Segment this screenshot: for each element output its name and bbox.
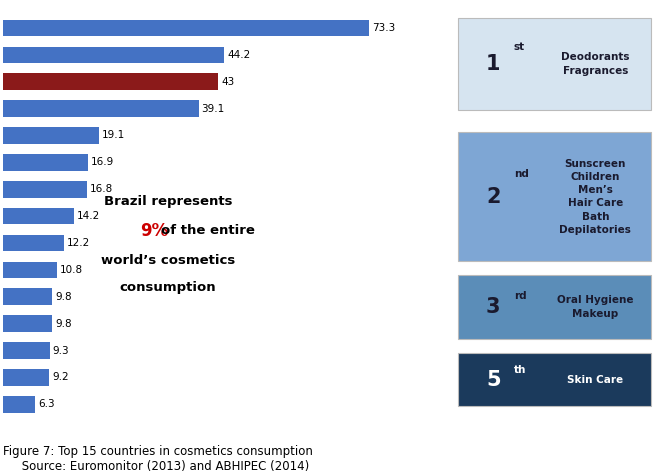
FancyBboxPatch shape [459,353,651,406]
Text: Sunscreen
Children
Men’s
Hair Care
Bath
Depilatories: Sunscreen Children Men’s Hair Care Bath … [560,159,632,235]
Text: Brazil represents: Brazil represents [104,195,232,208]
Text: 9.8: 9.8 [55,292,72,302]
Text: 5: 5 [486,370,500,390]
Bar [3,208,74,225]
Text: 1: 1 [486,54,500,74]
Bar [3,288,52,305]
Text: world’s cosmetics: world’s cosmetics [101,254,235,267]
Text: Figure 7: Top 15 countries in cosmetics consumption
     Source: Euromonitor (20: Figure 7: Top 15 countries in cosmetics … [3,445,314,473]
Bar [3,342,49,359]
Bar [3,47,224,63]
Bar [3,369,49,386]
Bar [3,235,64,251]
Text: 9%: 9% [141,222,169,240]
Bar [3,127,98,144]
FancyBboxPatch shape [459,18,651,110]
Text: rd: rd [513,291,526,301]
Text: nd: nd [513,169,529,179]
FancyBboxPatch shape [459,276,651,339]
Text: 9.2: 9.2 [52,372,69,382]
Text: of the entire: of the entire [160,224,255,238]
Text: Deodorants
Fragrances: Deodorants Fragrances [561,52,630,76]
Text: 16.8: 16.8 [90,184,114,194]
Bar [3,181,87,198]
Bar [3,19,370,36]
Text: 43: 43 [221,77,234,87]
Text: 73.3: 73.3 [372,23,395,33]
Text: 16.9: 16.9 [90,157,114,167]
Text: 12.2: 12.2 [67,238,90,248]
Bar [3,262,57,278]
Text: consumption: consumption [119,281,216,294]
Text: 39.1: 39.1 [201,104,225,114]
Text: 19.1: 19.1 [102,131,125,141]
Text: 3: 3 [486,297,500,317]
Bar [3,100,199,117]
Text: Skin Care: Skin Care [568,374,624,385]
Text: st: st [513,42,525,52]
Bar [3,74,218,90]
Bar [3,396,35,413]
Text: 14.2: 14.2 [77,211,100,221]
Text: 10.8: 10.8 [60,265,83,275]
Text: 9.8: 9.8 [55,319,72,329]
Bar [3,315,52,332]
Text: 44.2: 44.2 [227,50,250,60]
Text: 9.3: 9.3 [53,345,69,355]
Text: Oral Hygiene
Makeup: Oral Hygiene Makeup [557,295,634,319]
Text: 6.3: 6.3 [38,399,54,409]
Text: 2: 2 [486,187,500,207]
Bar [3,154,88,171]
Text: th: th [513,365,526,375]
FancyBboxPatch shape [459,133,651,261]
